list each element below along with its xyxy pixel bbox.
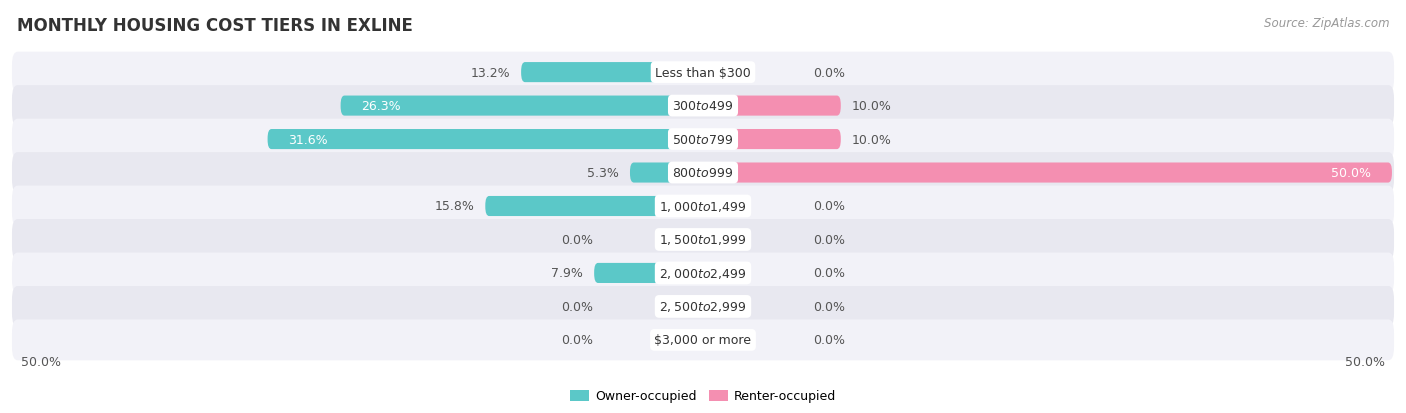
Legend: Owner-occupied, Renter-occupied: Owner-occupied, Renter-occupied	[565, 385, 841, 408]
Text: 50.0%: 50.0%	[1346, 356, 1385, 368]
Text: 0.0%: 0.0%	[561, 300, 593, 313]
FancyBboxPatch shape	[522, 63, 703, 83]
FancyBboxPatch shape	[267, 130, 703, 150]
Text: 50.0%: 50.0%	[21, 356, 60, 368]
Text: 50.0%: 50.0%	[1331, 166, 1371, 180]
Text: 26.3%: 26.3%	[361, 100, 401, 113]
FancyBboxPatch shape	[13, 52, 1393, 93]
FancyBboxPatch shape	[595, 263, 703, 283]
Text: $300 to $499: $300 to $499	[672, 100, 734, 113]
FancyBboxPatch shape	[485, 197, 703, 216]
FancyBboxPatch shape	[630, 163, 703, 183]
Text: 0.0%: 0.0%	[813, 334, 845, 347]
Text: Less than $300: Less than $300	[655, 66, 751, 79]
Text: $1,000 to $1,499: $1,000 to $1,499	[659, 199, 747, 214]
Text: 0.0%: 0.0%	[813, 267, 845, 280]
Text: 5.3%: 5.3%	[588, 166, 619, 180]
Text: 7.9%: 7.9%	[551, 267, 583, 280]
FancyBboxPatch shape	[13, 153, 1393, 193]
Text: $2,000 to $2,499: $2,000 to $2,499	[659, 266, 747, 280]
Text: 15.8%: 15.8%	[434, 200, 474, 213]
FancyBboxPatch shape	[340, 96, 703, 116]
FancyBboxPatch shape	[13, 320, 1393, 361]
FancyBboxPatch shape	[13, 286, 1393, 327]
FancyBboxPatch shape	[13, 220, 1393, 260]
Text: 0.0%: 0.0%	[813, 300, 845, 313]
Text: $500 to $799: $500 to $799	[672, 133, 734, 146]
Text: Source: ZipAtlas.com: Source: ZipAtlas.com	[1264, 17, 1389, 29]
FancyBboxPatch shape	[13, 186, 1393, 227]
Text: $1,500 to $1,999: $1,500 to $1,999	[659, 233, 747, 247]
Text: 10.0%: 10.0%	[852, 100, 891, 113]
Text: 0.0%: 0.0%	[813, 200, 845, 213]
Text: MONTHLY HOUSING COST TIERS IN EXLINE: MONTHLY HOUSING COST TIERS IN EXLINE	[17, 17, 413, 34]
Text: $2,500 to $2,999: $2,500 to $2,999	[659, 300, 747, 313]
Text: 13.2%: 13.2%	[471, 66, 510, 79]
FancyBboxPatch shape	[703, 96, 841, 116]
FancyBboxPatch shape	[703, 130, 841, 150]
Text: $800 to $999: $800 to $999	[672, 166, 734, 180]
Text: 0.0%: 0.0%	[813, 233, 845, 247]
Text: 0.0%: 0.0%	[813, 66, 845, 79]
FancyBboxPatch shape	[703, 163, 1392, 183]
FancyBboxPatch shape	[13, 253, 1393, 294]
Text: 31.6%: 31.6%	[288, 133, 328, 146]
FancyBboxPatch shape	[13, 86, 1393, 127]
FancyBboxPatch shape	[13, 119, 1393, 160]
Text: 0.0%: 0.0%	[561, 233, 593, 247]
Text: 0.0%: 0.0%	[561, 334, 593, 347]
Text: 10.0%: 10.0%	[852, 133, 891, 146]
Text: $3,000 or more: $3,000 or more	[655, 334, 751, 347]
